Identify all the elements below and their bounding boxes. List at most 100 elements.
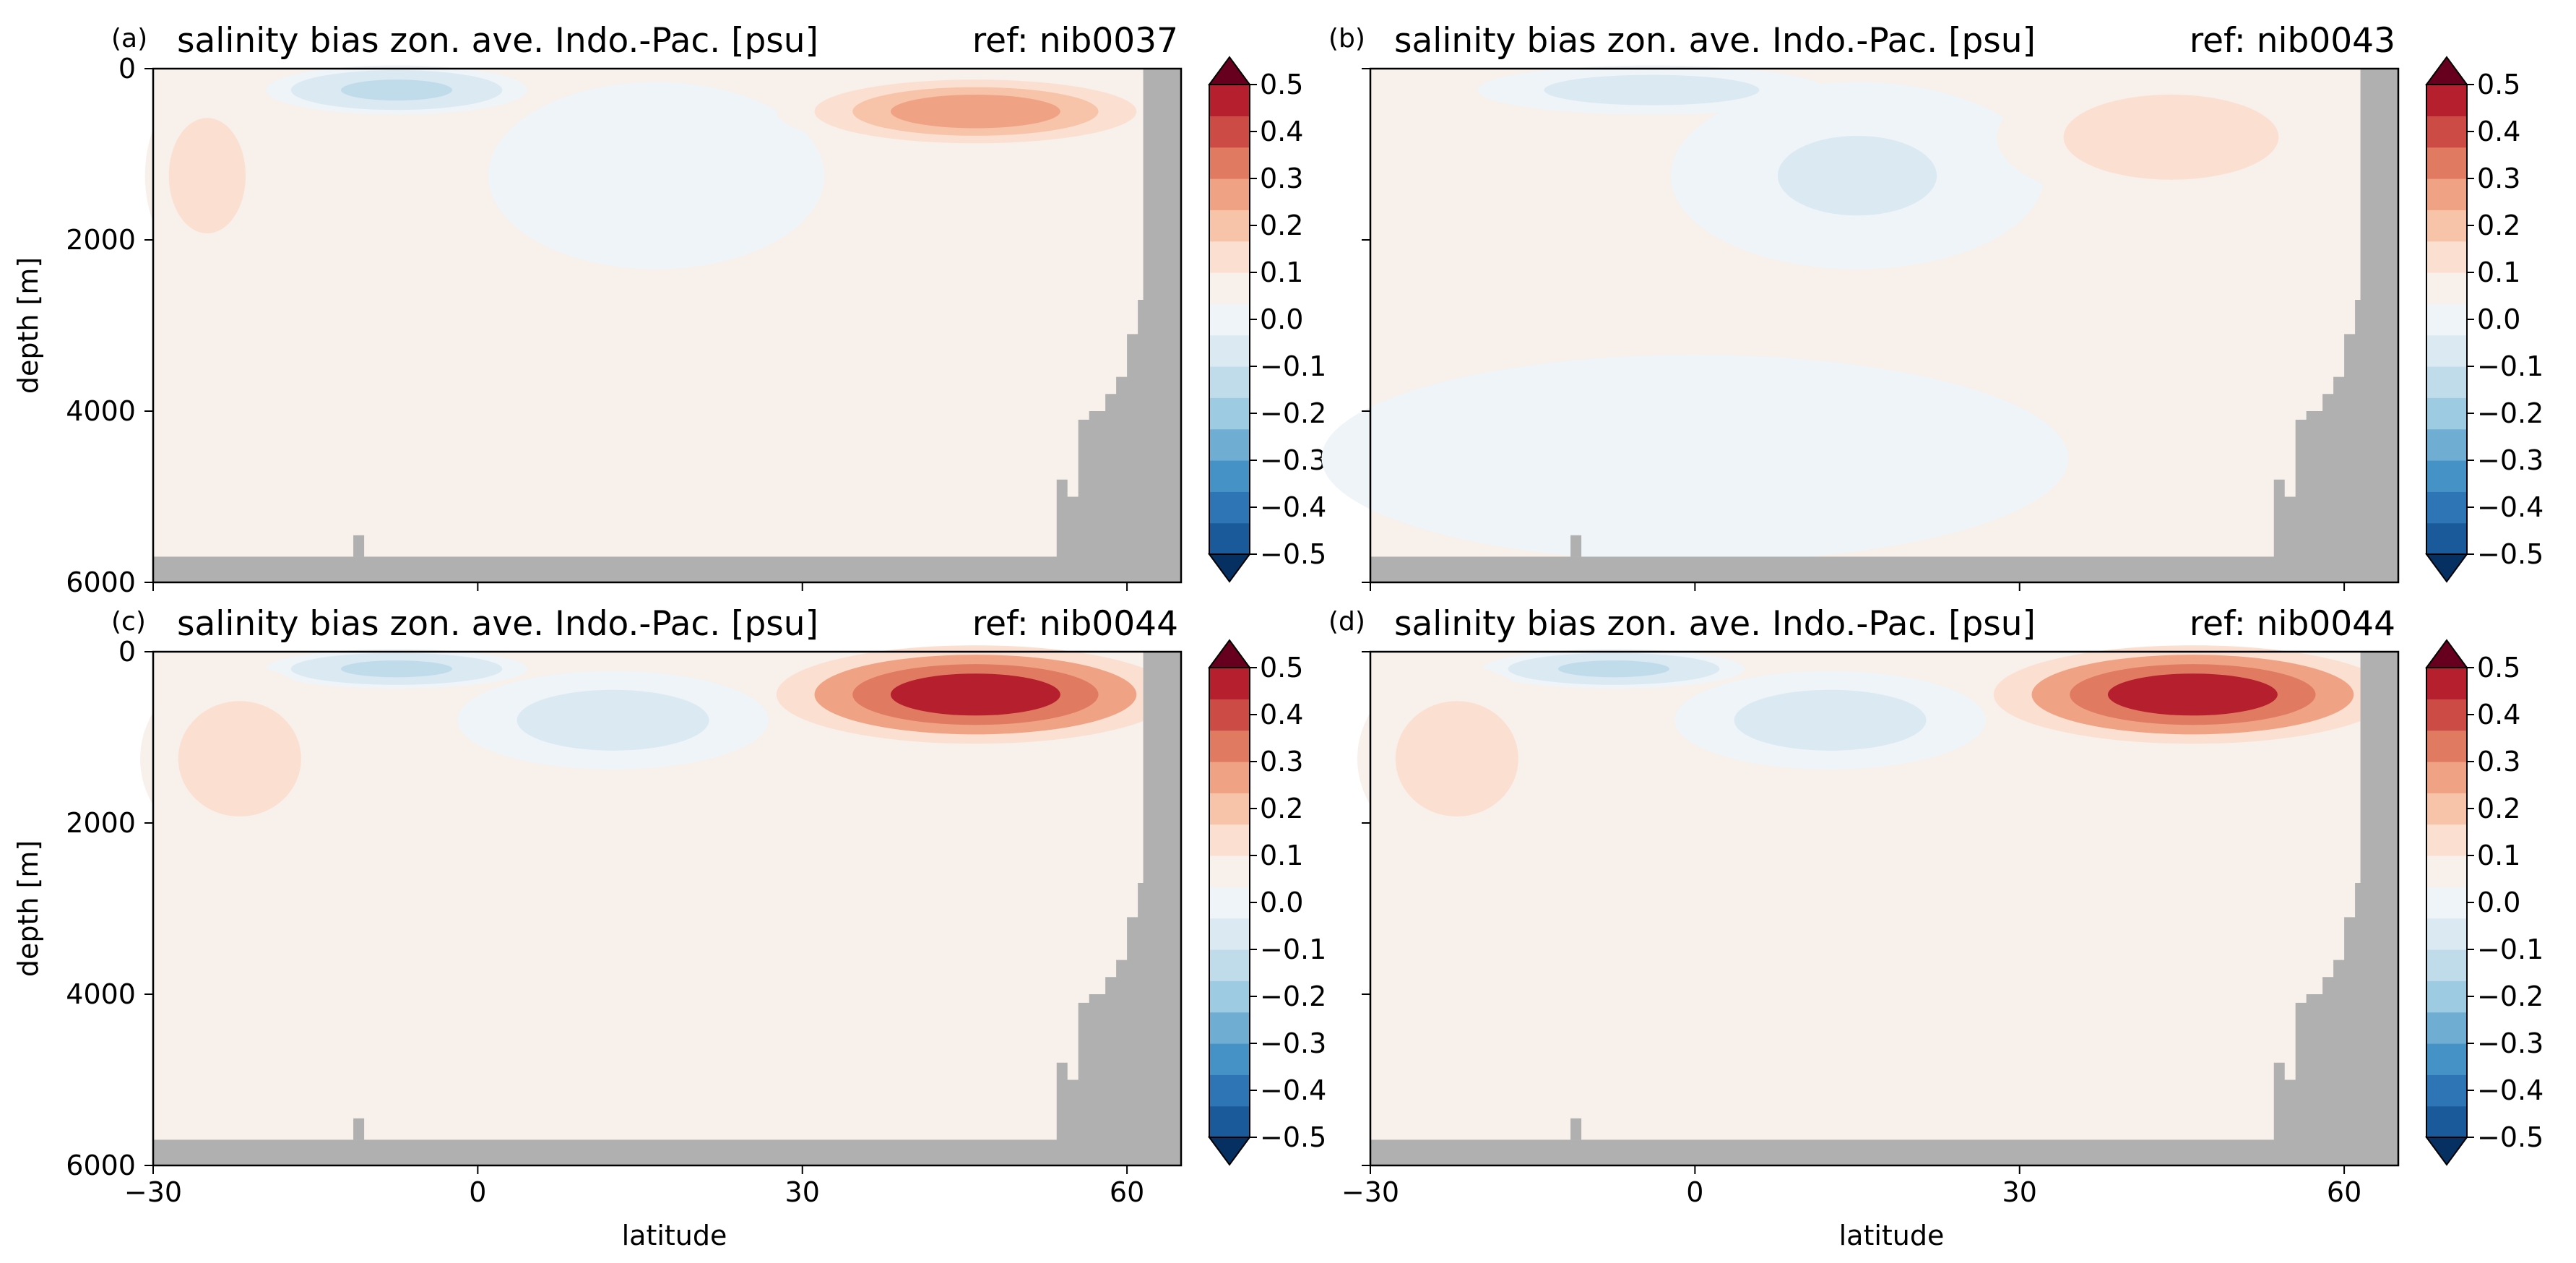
plot-frame: [152, 650, 1183, 1167]
colorbar: 0.5 0.4 0.3 0.2 0.1 0.0 −0.1 −0.2 −0.3 −0.4 −0.5: [2425, 639, 2543, 1166]
colorbar-segment: [1209, 980, 1250, 1013]
plot-frame: [1369, 650, 2400, 1167]
colorbar-extend-min: [1208, 553, 1251, 583]
colorbar-tick-label: −0.4: [1260, 1074, 1326, 1106]
colorbar-segment: [2426, 147, 2467, 179]
seafloor-mask: [1370, 556, 2398, 582]
colorbar-segment: [1209, 1012, 1250, 1044]
y-tick-label: 2000: [66, 224, 136, 256]
colorbar-segment: [1209, 178, 1250, 210]
panel-title: salinity bias zon. ave. Indo.-Pac. [psu]: [177, 604, 818, 644]
colorbar-segment: [2426, 1012, 2467, 1044]
colorbar-extend-max: [1208, 56, 1251, 85]
colorbar-segment: [1209, 887, 1250, 919]
colorbar-tick-label: −0.3: [2477, 1027, 2543, 1059]
colorbar: 0.5 0.4 0.3 0.2 0.1 0.0 −0.1 −0.2 −0.3 −0.4 −0.5: [1208, 56, 1326, 583]
colorbar-tick-label: 0.0: [2477, 887, 2520, 918]
bias-feature: [2107, 673, 2278, 716]
continental-slope-mask: [1056, 652, 1181, 1165]
colorbar: 0.5 0.4 0.3 0.2 0.1 0.0 −0.1 −0.2 −0.3 −0.4 −0.5: [1208, 639, 1326, 1166]
bias-feature: [1577, 79, 1726, 101]
panel-title: salinity bias zon. ave. Indo.-Pac. [psu]: [177, 21, 818, 61]
colorbar-tick-label: −0.1: [1260, 350, 1326, 382]
seafloor-mask: [153, 1139, 1181, 1165]
x-tick-label: 60: [2327, 1176, 2361, 1208]
panel-ref-label: ref: nib0037: [972, 21, 1178, 61]
bias-feature: [1414, 718, 1500, 799]
colorbar-tick-label: 0.2: [2477, 793, 2520, 824]
panel-title: salinity bias zon. ave. Indo.-Pac. [psu]: [1394, 604, 2036, 644]
x-tick-label: −30: [124, 1176, 182, 1208]
colorbar-segment: [1209, 855, 1250, 887]
bias-feature: [1763, 699, 1897, 741]
colorbar-segment: [1209, 241, 1250, 273]
colorbar-tick-label: −0.5: [1260, 538, 1326, 570]
colorbar-tick-label: −0.3: [2477, 444, 2543, 476]
colorbar-segment: [1209, 303, 1250, 336]
colorbar-segment: [1209, 1105, 1250, 1138]
x-axis-label: latitude: [622, 1220, 727, 1251]
colorbar-tick-label: 0.0: [2477, 303, 2520, 335]
colorbar-tick-label: −0.4: [2477, 1074, 2543, 1106]
colorbar-tick-label: −0.1: [2477, 350, 2543, 382]
colorbar-tick-label: −0.2: [1260, 397, 1326, 429]
colorbar-segment: [2426, 491, 2467, 524]
colorbar-tick-label: 0.5: [2477, 652, 2520, 684]
colorbar-tick-label: 0.3: [1260, 746, 1303, 777]
colorbar-segment: [1209, 428, 1250, 461]
colorbar-tick-label: 0.1: [1260, 257, 1303, 288]
colorbar-segment: [1209, 762, 1250, 793]
bias-feature: [197, 718, 282, 799]
y-tick-label: 0: [118, 636, 136, 668]
colorbar-segment: [2426, 949, 2467, 981]
colorbar-segment: [2426, 272, 2467, 304]
colorbar-segment: [1209, 210, 1250, 242]
colorbar-segment: [2426, 855, 2467, 887]
plot-frame: [152, 67, 1183, 584]
y-tick-label: 0: [118, 53, 136, 85]
colorbar-tick-label: 0.4: [1260, 116, 1303, 147]
colorbar-segment: [1209, 147, 1250, 179]
colorbar-tick-label: 0.1: [1260, 840, 1303, 871]
bias-feature: [340, 660, 453, 678]
colorbar-segment: [1209, 522, 1250, 555]
panel-tag: (b): [1328, 24, 1365, 53]
bias-feature: [1536, 414, 1854, 503]
colorbar-tick-label: 0.4: [2477, 116, 2520, 147]
colorbar-segment: [2426, 210, 2467, 242]
colorbar-extend-max: [2425, 56, 2468, 85]
colorbar-tick-label: −0.1: [1260, 934, 1326, 965]
colorbar-segment: [1209, 1074, 1250, 1107]
x-tick-label: 0: [469, 1176, 486, 1208]
colorbar-segment: [1209, 116, 1250, 148]
colorbar-segment: [1209, 949, 1250, 981]
colorbar-segment: [2426, 428, 2467, 461]
colorbar-segment: [1209, 793, 1250, 825]
colorbar-segment: [1209, 699, 1250, 731]
x-tick-label: −30: [1341, 1176, 1399, 1208]
panel-ref-label: ref: nib0044: [972, 604, 1178, 644]
y-axis-label: depth [m]: [12, 840, 44, 977]
colorbar-tick-label: 0.5: [1260, 652, 1303, 684]
colorbar-segment: [1209, 397, 1250, 430]
y-axis-label: depth [m]: [12, 257, 44, 394]
colorbar-segment: [1209, 272, 1250, 304]
colorbar: 0.5 0.4 0.3 0.2 0.1 0.0 −0.1 −0.2 −0.3 −0.4 −0.5: [2425, 56, 2543, 583]
colorbar-extend-max: [1208, 639, 1251, 668]
colorbar-tick-label: −0.2: [2477, 980, 2543, 1012]
seafloor-mask: [1370, 1139, 2398, 1165]
x-axis-label: latitude: [1839, 1220, 1945, 1251]
colorbar-segment: [1209, 491, 1250, 524]
panel-ref-label: ref: nib0044: [2190, 604, 2395, 644]
colorbar-segment: [2426, 699, 2467, 731]
colorbar-tick-label: 0.5: [1260, 69, 1303, 100]
colorbar-tick-label: 0.2: [1260, 793, 1303, 824]
colorbar-segment: [2426, 85, 2467, 116]
colorbar-segment: [2426, 335, 2467, 367]
colorbar-segment: [1209, 918, 1250, 950]
colorbar-tick-label: −0.5: [2477, 1121, 2543, 1153]
panel-b: (b) salinity bias zon. ave. Indo.-Pac. [p…: [1321, 21, 2543, 591]
colorbar-segment: [2426, 522, 2467, 555]
colorbar-segment: [1209, 1043, 1250, 1075]
colorbar-extend-max: [2425, 639, 2468, 668]
